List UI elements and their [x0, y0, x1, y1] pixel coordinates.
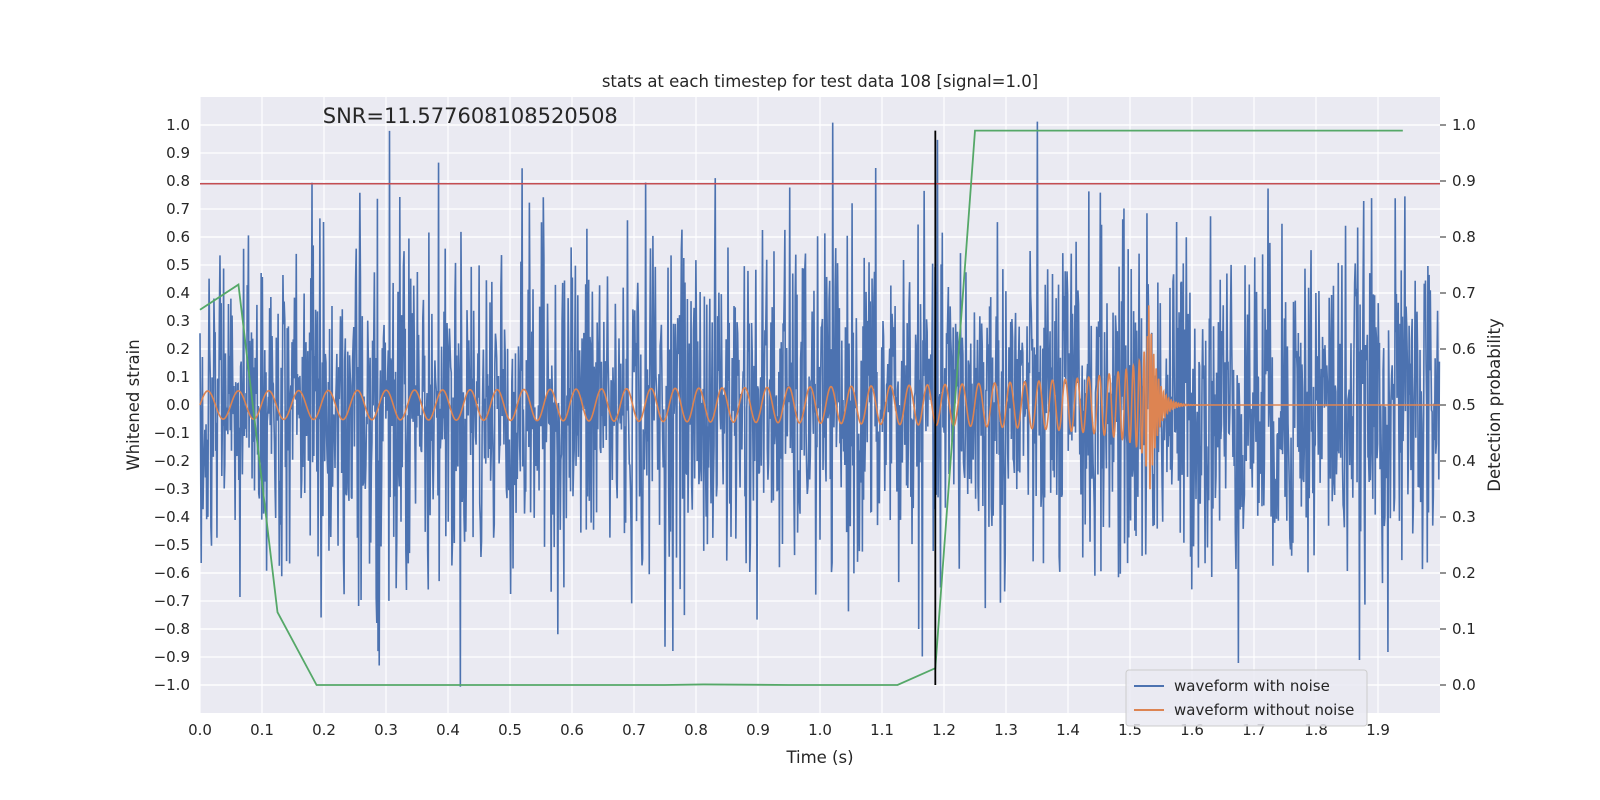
y-right-tick-label: 1.0 — [1452, 116, 1476, 134]
x-tick-label: 1.1 — [870, 721, 894, 739]
legend-box — [1125, 669, 1368, 727]
y-left-tick-label: 0.7 — [166, 200, 190, 218]
y-left-tick-label: −0.4 — [154, 508, 190, 526]
y-right-tick-label: 0.6 — [1452, 340, 1476, 358]
y-left-tick-label: 0.0 — [166, 396, 190, 414]
x-tick-label: 1.3 — [994, 721, 1018, 739]
x-tick-label: 0.3 — [374, 721, 398, 739]
x-tick-label: 1.9 — [1366, 721, 1390, 739]
series-line-waveform-without-noise — [199, 305, 1440, 490]
snr-annotation: SNR=11.577608108520508 — [323, 104, 618, 128]
x-tick-label: 0.4 — [436, 721, 460, 739]
x-tick-label: 0.8 — [684, 721, 708, 739]
y-left-tick-label: −0.6 — [154, 564, 190, 582]
legend-label-clean: waveform without noise — [1174, 701, 1354, 719]
legend-label-noisy: waveform with noise — [1174, 677, 1330, 695]
x-tick-label: 0.7 — [622, 721, 646, 739]
y-right-tick-label: 0.5 — [1452, 396, 1476, 414]
series-layer — [199, 121, 1441, 687]
x-axis-label: Time (s) — [785, 748, 853, 767]
y-left-tick-label: 0.8 — [166, 172, 190, 190]
y-right-tick-label: 0.3 — [1452, 508, 1476, 526]
y-left-tick-label: 0.6 — [166, 228, 190, 246]
y-right-tick-label: 0.2 — [1452, 564, 1476, 582]
y-left-tick-label: −0.9 — [154, 648, 190, 666]
x-tick-label: 0.5 — [498, 721, 522, 739]
x-tick-label: 0.0 — [188, 721, 212, 739]
x-tick-label: 0.6 — [560, 721, 584, 739]
y-right-tick-label: 0.4 — [1452, 452, 1476, 470]
series-line-detection-probability — [199, 129, 1403, 686]
y-right-tick-label: 0.1 — [1452, 620, 1476, 638]
y-left-tick-label: 0.2 — [166, 340, 190, 358]
y-left-tick-label: −0.3 — [154, 480, 190, 498]
y-left-tick-label: 1.0 — [166, 116, 190, 134]
y-right-tick-label: 0.7 — [1452, 284, 1476, 302]
y-right-tick-label: 0.0 — [1452, 676, 1476, 694]
y-left-tick-label: 0.4 — [166, 284, 190, 302]
y-left-tick-label: 0.1 — [166, 368, 190, 386]
y-left-tick-label: −0.2 — [154, 452, 190, 470]
chart-title: stats at each timestep for test data 108… — [602, 72, 1038, 91]
x-tick-label: 1.0 — [808, 721, 832, 739]
y-right-tick-label: 0.8 — [1452, 228, 1476, 246]
y-left-tick-label: −1.0 — [154, 676, 190, 694]
y-left-tick-label: 0.9 — [166, 144, 190, 162]
y-left-tick-label: −0.7 — [154, 592, 190, 610]
y-axis-right-label: Detection probability — [1485, 318, 1504, 492]
x-tick-label: 1.4 — [1056, 721, 1080, 739]
x-tick-label: 0.2 — [312, 721, 336, 739]
y-left-tick-label: −0.5 — [154, 536, 190, 554]
y-axis-right-ticks: 1.0 0.9 0.8 0.7 0.6 0.5 0.4 0.3 0.2 0.1 0.0 — [1440, 116, 1476, 694]
y-right-tick-label: 0.9 — [1452, 172, 1476, 190]
y-left-tick-label: 0.5 — [166, 256, 190, 274]
y-axis-left-ticks: 1.0 0.9 0.8 0.7 0.6 0.5 0.4 0.3 0.2 0.1 0.0 −0.1 −0.… — [154, 116, 190, 694]
x-tick-label: 1.2 — [932, 721, 956, 739]
x-axis-ticks: 0.0 0.1 0.2 0.3 0.4 0.5 0.6 0.7 0.8 0.9 1.0 1.1 1.2 1… — [188, 721, 1390, 739]
x-tick-label: 0.1 — [250, 721, 274, 739]
legend: waveform with noise waveform without noi… — [1125, 669, 1368, 727]
y-left-tick-label: −0.1 — [154, 424, 190, 442]
x-tick-label: 0.9 — [746, 721, 770, 739]
y-axis-left-label: Whitened strain — [124, 339, 143, 470]
series-line-waveform-with-noise — [199, 121, 1441, 687]
y-left-tick-label: −0.8 — [154, 620, 190, 638]
y-left-tick-label: 0.3 — [166, 312, 190, 330]
